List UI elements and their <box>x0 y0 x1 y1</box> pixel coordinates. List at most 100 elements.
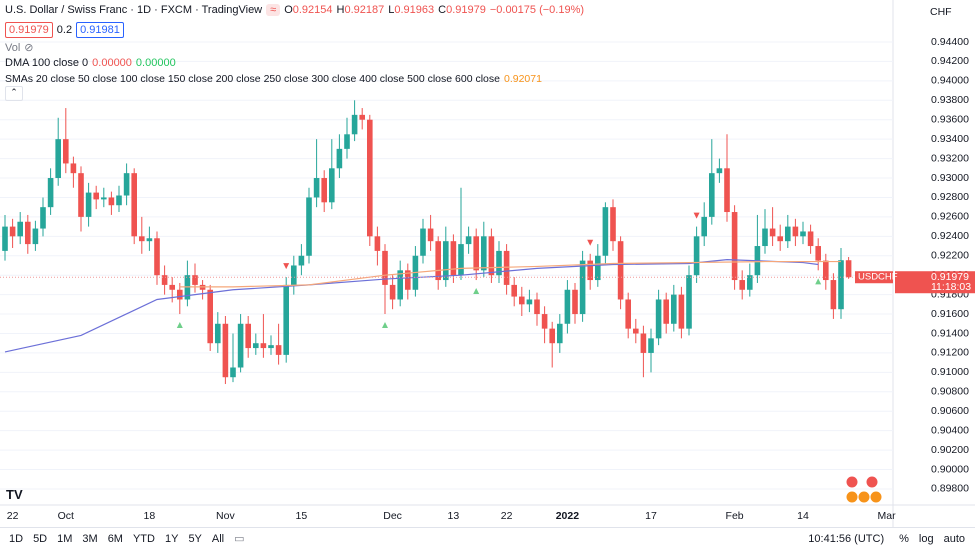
candle-body <box>572 289 578 315</box>
candle-body <box>823 260 829 281</box>
buy-signal <box>473 288 480 295</box>
candle-body <box>450 241 457 276</box>
candle-body <box>25 221 31 245</box>
candle-body <box>541 314 548 329</box>
candle-body <box>161 275 168 285</box>
range-button[interactable]: 1D <box>9 532 24 545</box>
symbol-tag-label: USDCHF <box>858 272 898 283</box>
candle-body <box>602 207 609 256</box>
event-icon <box>857 490 871 504</box>
candle-body <box>587 260 593 281</box>
candle-body <box>595 255 601 281</box>
candle-body <box>633 328 639 334</box>
range-button[interactable]: 1M <box>57 532 73 545</box>
date-range-icon[interactable]: ▭ <box>234 533 245 545</box>
candle-body <box>663 299 669 324</box>
candle-body <box>777 236 783 242</box>
sma-label: SMAs 20 close 50 close 100 close 150 clo… <box>5 73 500 85</box>
candle-body <box>465 236 472 245</box>
candle-body <box>367 119 373 237</box>
candle-body <box>625 299 631 329</box>
x-tick-label: 17 <box>645 510 657 522</box>
ohlc: O0.92154 H0.92187 L0.91963 C0.91979 <box>284 4 486 16</box>
candle-body <box>17 221 23 237</box>
x-tick-label: 13 <box>448 510 460 522</box>
buy[interactable]: 0.91981 <box>76 22 124 38</box>
chart: 0.89800 0.90000 0.90200 0.90400 0.90600 0.908… <box>0 0 975 527</box>
option-button[interactable]: auto <box>943 532 965 545</box>
icon[interactable]: ≈ <box>266 4 281 16</box>
candle-body <box>344 134 350 149</box>
range-button[interactable]: 5Y <box>188 532 202 545</box>
candle-body <box>47 178 54 208</box>
range-button[interactable]: All <box>211 532 225 545</box>
range-button[interactable]: 6M <box>107 532 123 545</box>
candle-body <box>85 192 92 217</box>
y-tick-label: 0.90000 <box>931 463 969 475</box>
y-tick-label: 0.90400 <box>931 424 969 436</box>
x-tick-label: 22 <box>7 510 19 522</box>
symbol-tag <box>855 271 893 284</box>
candle-body <box>237 323 244 368</box>
candle-body <box>731 212 738 281</box>
candle-body <box>693 236 700 276</box>
y-tick-label: 0.89800 <box>931 483 969 495</box>
ohlc-value: 0.91963 <box>394 4 435 16</box>
candle-body <box>139 236 145 242</box>
candle-body <box>557 323 563 344</box>
candle-body <box>313 178 320 198</box>
candle-body <box>458 244 464 276</box>
price-tag <box>895 271 975 294</box>
candle-body <box>807 231 814 247</box>
candle-body <box>336 148 343 169</box>
candle-body <box>473 236 479 271</box>
change: −0.00175 (−0.19%) <box>489 4 585 16</box>
candle-body <box>374 236 381 251</box>
eye[interactable]: ⊘ <box>24 42 34 54</box>
x-tick-label: 14 <box>797 510 809 522</box>
range-button[interactable]: YTD <box>132 532 155 545</box>
y-tick-label: 0.92400 <box>931 230 969 242</box>
candle-body <box>519 296 525 305</box>
candle-body <box>769 228 776 237</box>
option-button[interactable]: % <box>899 532 909 545</box>
y-tick-label: 0.91200 <box>931 347 969 359</box>
price-tag-label: 0.91979 <box>931 271 969 283</box>
candle-body <box>101 197 107 200</box>
sell[interactable]: 0.91979 <box>5 22 53 38</box>
candle-body <box>549 328 555 344</box>
option-button[interactable]: log <box>918 532 934 545</box>
options: % log auto <box>894 533 970 545</box>
y-tick-label: 0.93400 <box>931 133 969 145</box>
range-button[interactable]: 3M <box>82 532 98 545</box>
dma-value: 0.00000 <box>135 57 176 69</box>
ohlc-label: L <box>388 4 395 16</box>
y-tick-label: 0.91400 <box>931 327 969 339</box>
candle-body <box>579 260 586 315</box>
ohlc-label: H <box>336 4 345 16</box>
candle-body <box>564 289 571 324</box>
x-tick-label: Mar <box>878 510 897 522</box>
range-button[interactable]: 1Y <box>164 532 179 545</box>
candle-body <box>747 275 753 290</box>
price-axis <box>893 0 975 527</box>
moving-average <box>4 259 819 353</box>
candle-body <box>640 333 647 353</box>
ohlc-item: L0.91963 <box>388 4 434 16</box>
sell-signal <box>693 212 700 219</box>
candle-body <box>405 270 411 290</box>
y-tick-label: 0.92800 <box>931 191 969 203</box>
candle-body <box>716 168 723 174</box>
collapse[interactable]: ⌃ <box>5 86 23 101</box>
event-icon <box>865 475 879 489</box>
sma-value: 0.92071 <box>503 73 542 85</box>
x-tick-label: 22 <box>501 510 513 522</box>
x-tick-label: 15 <box>296 510 308 522</box>
range-button[interactable]: 5D <box>33 532 48 545</box>
y-tick-label: 0.90200 <box>931 444 969 456</box>
x-tick-label: Dec <box>383 510 402 522</box>
event-icon <box>845 490 859 504</box>
candle-body <box>496 250 502 276</box>
y-tick-label: 0.93600 <box>931 113 969 125</box>
dma-label: DMA 100 close 0 <box>5 57 89 69</box>
